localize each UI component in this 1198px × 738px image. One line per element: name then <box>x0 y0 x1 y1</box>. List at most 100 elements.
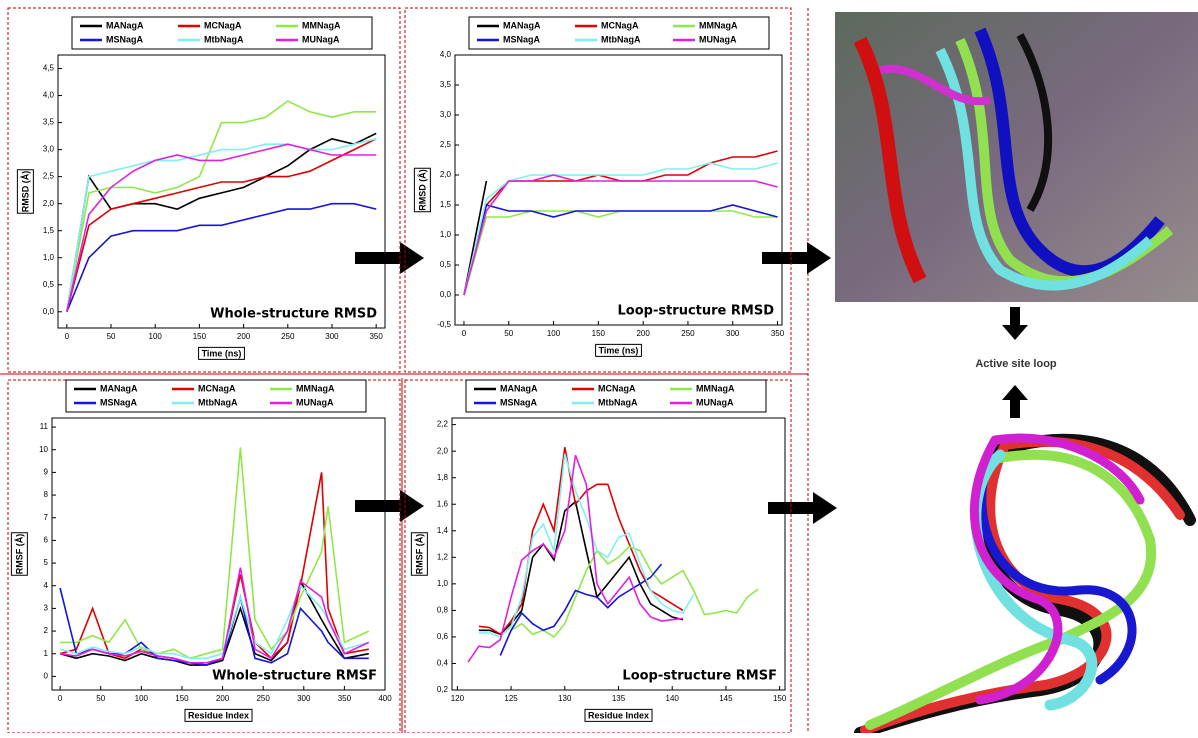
x-tick-label: 150 <box>773 694 787 703</box>
x-axis-label: Time (ns) <box>202 348 242 358</box>
y-tick-label: 0,4 <box>437 659 449 668</box>
y-tick-label: 3 <box>44 604 49 613</box>
series-line <box>478 453 695 638</box>
y-tick-label: 3,5 <box>43 118 55 127</box>
x-tick-label: 100 <box>547 329 561 338</box>
x-tick-label: 400 <box>378 694 392 703</box>
y-tick-label: 11 <box>40 422 49 431</box>
y-tick-label: 1,8 <box>437 473 449 482</box>
y-tick-label: 4,5 <box>43 64 55 73</box>
series-line <box>463 210 778 296</box>
x-label-box <box>584 708 653 722</box>
y-tick-label: 2,5 <box>43 172 55 181</box>
legend-label: MCNagA <box>598 383 636 393</box>
legend-label: MANagA <box>106 20 144 30</box>
series-line <box>463 150 778 296</box>
chart: 0,0 0,5 1,0 1,5 2,0 2,5 3,0 3,5 4,0 4,5 0 50 100 150 2… <box>7 7 401 373</box>
y-tick-label: 0,0 <box>440 290 452 299</box>
y-tick-label: 3,0 <box>440 110 452 119</box>
legend-label: MUNagA <box>696 397 734 407</box>
y-tick-label: 9 <box>44 468 49 477</box>
annotation: Active site loop <box>975 358 1057 370</box>
legend-label: MtbNagA <box>598 397 638 407</box>
x-tick-label: 140 <box>666 694 680 703</box>
y-tick-label: 0 <box>44 672 49 681</box>
series-line <box>463 204 778 296</box>
x-tick-label: 50 <box>504 329 513 338</box>
series-line <box>478 500 684 636</box>
chart-annotation: Loop-structure RMSF <box>622 669 777 684</box>
y-label-box <box>413 167 431 213</box>
y-tick-label: 0,5 <box>440 260 452 269</box>
y-tick-label: 7 <box>44 513 49 522</box>
series-line <box>66 138 377 312</box>
y-tick-label: 0,8 <box>437 605 449 614</box>
y-tick-label: 5 <box>44 558 49 567</box>
x-tick-label: 120 <box>451 694 465 703</box>
legend-label: MCNagA <box>204 20 242 30</box>
x-axis-label: Time (ns) <box>599 345 639 355</box>
y-tick-label: 3,0 <box>43 145 55 154</box>
x-tick-label: 250 <box>681 329 695 338</box>
series-line <box>66 143 377 312</box>
panel-border <box>404 7 792 373</box>
series-line <box>463 162 778 296</box>
y-tick-label: 1,0 <box>43 253 55 262</box>
x-tick-label: 300 <box>726 329 740 338</box>
y-tick-label: 0,6 <box>437 632 449 641</box>
y-axis-label: RMSD (Å) <box>20 171 30 213</box>
x-label-box <box>595 343 642 357</box>
legend-label: MSNagA <box>503 34 541 44</box>
y-tick-label: 2,2 <box>437 420 449 429</box>
plot-frame <box>454 54 783 326</box>
legend-label: MMNagA <box>696 383 735 393</box>
y-tick-label: 2,0 <box>43 199 55 208</box>
series-line <box>499 563 663 656</box>
x-tick-label: 350 <box>338 694 352 703</box>
legend-label: MUNagA <box>699 34 737 44</box>
y-tick-label: 3,5 <box>440 80 452 89</box>
legend-box <box>65 379 367 413</box>
x-tick-label: 145 <box>719 694 733 703</box>
chart-annotation: Whole-structure RMSF <box>212 669 377 684</box>
y-tick-label: 0,0 <box>43 307 55 316</box>
legend-box <box>465 379 767 413</box>
legend-box <box>468 16 770 50</box>
x-tick-label: 350 <box>771 329 785 338</box>
y-tick-label: 2 <box>44 626 49 635</box>
dividers <box>0 8 809 733</box>
x-tick-label: 200 <box>636 329 650 338</box>
panel-border <box>7 7 401 373</box>
y-axis-label: RMSD (Å) <box>417 169 427 211</box>
series-line <box>59 472 369 666</box>
y-label-box <box>16 169 34 214</box>
y-label-box <box>410 532 428 576</box>
legend-label: MANagA <box>100 383 138 393</box>
legend-label: MSNagA <box>100 397 138 407</box>
y-label-box <box>10 532 28 576</box>
legend-label: MtbNagA <box>198 397 238 407</box>
y-tick-label: 1,4 <box>437 526 449 535</box>
y-tick-label: 1,5 <box>440 200 452 209</box>
x-label-box <box>198 346 245 360</box>
legend-label: MMNagA <box>699 20 738 30</box>
x-label-box <box>184 708 253 722</box>
x-tick-label: 125 <box>504 694 518 703</box>
y-tick-label: 4 <box>44 581 49 590</box>
y-tick-label: 2,0 <box>440 170 452 179</box>
y-tick-label: 2,5 <box>440 140 452 149</box>
y-tick-label: 1,5 <box>43 226 55 235</box>
legend-label: MMNagA <box>296 383 335 393</box>
y-axis-label: RMSF (Å) <box>14 534 24 575</box>
x-tick-label: 0 <box>65 332 70 341</box>
x-tick-label: 100 <box>135 694 149 703</box>
plot-frame <box>451 417 786 691</box>
x-tick-label: 130 <box>558 694 572 703</box>
x-tick-label: 200 <box>237 332 251 341</box>
plot-frame <box>57 54 386 329</box>
series-line <box>66 202 377 313</box>
y-tick-label: 1,0 <box>440 230 452 239</box>
arrows <box>355 242 1028 524</box>
legend-label: MANagA <box>500 383 538 393</box>
